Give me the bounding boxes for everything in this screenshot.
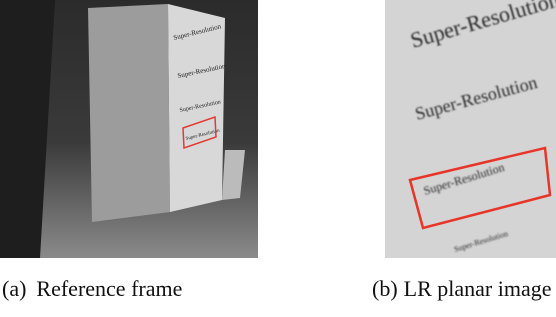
lr-planar-image: Super-Resolution Super-Resolution Super-… xyxy=(385,0,556,258)
caption-a: (a) Reference frame xyxy=(2,276,182,302)
reference-frame-image: Super-Resolution Super-Resolution Super-… xyxy=(0,0,258,258)
caption-label: (a) xyxy=(2,276,26,301)
caption-label: (b) xyxy=(372,276,398,301)
box-side xyxy=(88,4,170,222)
page: Super-Resolution Super-Resolution Super-… xyxy=(0,0,556,317)
caption-text: LR planar image xyxy=(404,276,552,301)
caption-b: (b)LR planar image xyxy=(372,276,552,302)
caption-text: Reference frame xyxy=(36,276,182,301)
